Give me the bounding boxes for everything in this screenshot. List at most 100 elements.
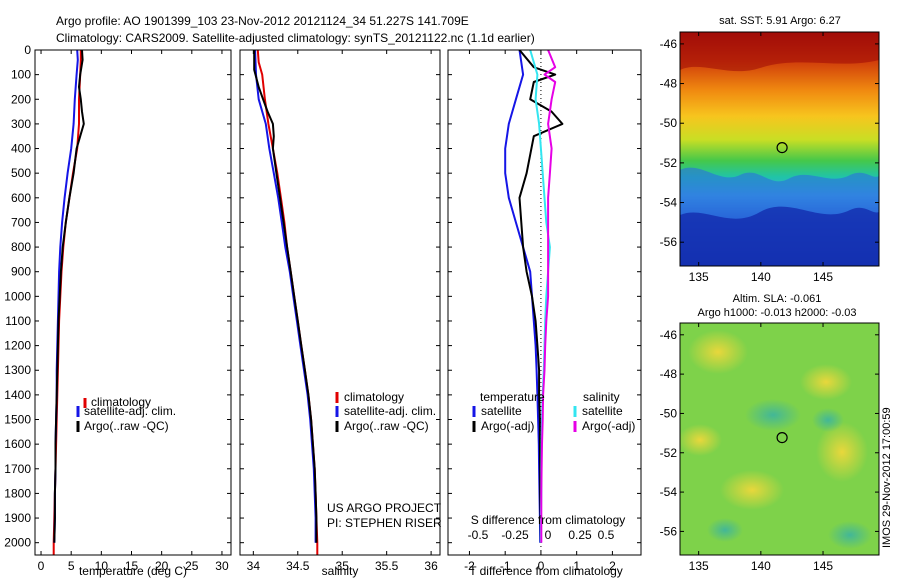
difference-panel: -2 -1 0 1 2 T difference from climatology S … <box>447 49 642 578</box>
s-tick-label: 0 <box>545 528 552 542</box>
series-line <box>504 50 542 543</box>
legend-label-satellite-adj: satellite-adj. clim. <box>344 404 436 418</box>
legend-label-argo: Argo(..raw -QC) <box>344 419 429 433</box>
temperature-x-axis: 0 5 10 15 20 25 30 <box>38 50 229 573</box>
x-tick-label: 10 <box>95 559 109 573</box>
depth-tick-label: 1800 <box>4 486 31 500</box>
legend-label-t-satellite: satellite <box>481 404 522 418</box>
x-tick-label: 36 <box>424 559 438 573</box>
lat-tick-label: -46 <box>660 37 678 51</box>
depth-tick-label: 500 <box>11 166 31 180</box>
sla-high-anomaly <box>816 422 868 482</box>
temperature-lines <box>52 50 85 555</box>
x-tick-label: 30 <box>215 559 229 573</box>
lat-tick-label: -54 <box>660 485 678 499</box>
sst-map-title: sat. SST: 5.91 Argo: 6.27 <box>719 15 841 27</box>
lat-tick-label: -50 <box>660 406 678 420</box>
difference-axes-frame <box>447 49 642 556</box>
depth-tick-label: 1600 <box>4 437 31 451</box>
x-tick-label: 35.5 <box>375 559 399 573</box>
lat-tick-label: -56 <box>660 524 678 538</box>
legend-label-s-argo: Argo(-adj) <box>582 419 635 433</box>
figure-title-line2: Climatology: CARS2009. Satellite-adjuste… <box>56 31 535 45</box>
difference-depth-ticks <box>448 49 641 544</box>
sla-low-anomaly <box>745 399 801 431</box>
depth-tick-label: 1300 <box>4 363 31 377</box>
lon-tick-label: 145 <box>813 270 833 284</box>
x-tick-label: 20 <box>155 559 169 573</box>
difference-lines <box>504 50 564 543</box>
legend-label-s-satellite: satellite <box>582 404 623 418</box>
salinity-legend: climatology satellite-adj. clim. Argo(..… <box>335 390 436 433</box>
sla-map-title-line2: Argo h1000: -0.013 h2000: -0.03 <box>697 307 856 319</box>
series-line <box>53 50 85 543</box>
s-difference-x-label: S difference from climatology <box>471 513 626 527</box>
series-line <box>53 50 79 543</box>
salinity-lines <box>253 50 319 555</box>
s-tick-label: -0.5 <box>468 528 489 542</box>
x-tick-label: 25 <box>185 559 199 573</box>
sst-map-panel: sat. SST: 5.91 Argo: 6.27 135 140 145 -46 -4… <box>660 15 880 284</box>
lon-tick-label: 135 <box>689 559 709 573</box>
temperature-axes-frame <box>34 49 232 556</box>
difference-legend: temperature salinity satellite Argo(-adj… <box>472 390 635 433</box>
t-difference-x-axis: -2 -1 0 1 2 <box>464 50 616 573</box>
legend-label-t-argo: Argo(-adj) <box>481 419 534 433</box>
lon-tick-label: 145 <box>813 559 833 573</box>
temperature-x-label: temperature (deg C) <box>79 564 187 578</box>
figure-title-line1: Argo profile: AO 1901399_103 23-Nov-2012… <box>56 14 469 28</box>
x-tick-label: 35 <box>336 559 350 573</box>
depth-tick-label: 1900 <box>4 511 31 525</box>
legend-label-satellite-adj: satellite-adj. clim. <box>84 404 176 418</box>
t-difference-x-label: T difference from climatology <box>469 564 623 578</box>
lat-tick-label: -48 <box>660 77 678 91</box>
temperature-legend: climatology satellite-adj. clim. Argo(..… <box>76 395 176 433</box>
depth-tick-label: 1400 <box>4 388 31 402</box>
lat-tick-label: -46 <box>660 328 678 342</box>
salinity-x-axis: 34 34.5 35 35.5 36 <box>247 50 438 573</box>
depth-tick-label: 2000 <box>4 536 31 550</box>
series-line <box>518 50 564 543</box>
series-line <box>254 50 317 543</box>
lon-tick-label: 140 <box>751 559 771 573</box>
x-tick-label: 0 <box>538 559 545 573</box>
salinity-panel: 34 34.5 35 35.5 36 salinity climatology sate… <box>239 49 442 578</box>
sst-map-frame <box>679 31 880 267</box>
depth-tick-label: 1100 <box>5 314 31 328</box>
sla-high-anomaly <box>720 470 784 510</box>
lat-tick-label: -52 <box>660 446 678 460</box>
lat-tick-label: -54 <box>660 196 678 210</box>
s-tick-label: 0.5 <box>598 528 615 542</box>
sst-map-axes: 135 140 145 -46 -48 -50 -52 -54 -56 <box>660 32 879 284</box>
pi-annotation: PI: STEPHEN RISER <box>327 516 442 530</box>
depth-tick-label: 1500 <box>4 413 31 427</box>
sst-coldest-region <box>680 206 879 266</box>
argo-position-marker <box>776 432 788 444</box>
x-tick-label: 34 <box>247 559 261 573</box>
sla-low-anomaly <box>812 408 844 432</box>
s-tick-label: -0.25 <box>501 528 529 542</box>
depth-tick-label: 300 <box>11 117 31 131</box>
salinity-depth-ticks <box>240 49 440 544</box>
lat-tick-label: -48 <box>660 367 678 381</box>
legend-heading-salinity: salinity <box>583 390 620 404</box>
depth-tick-label: 200 <box>11 92 31 106</box>
sla-map-axes: 135 140 145 -46 -48 -50 -52 -54 -56 <box>660 323 879 573</box>
salinity-axes-frame <box>239 49 441 556</box>
x-tick-label: 15 <box>125 559 139 573</box>
temperature-panel: 0100200300400500600700800900100011001200… <box>4 43 232 578</box>
sla-low-anomaly <box>707 518 743 542</box>
lon-tick-label: 140 <box>751 270 771 284</box>
depth-tick-label: 800 <box>11 240 31 254</box>
legend-label-climatology: climatology <box>91 395 151 409</box>
x-tick-label: 1 <box>573 559 580 573</box>
sla-map-title-line1: Altim. SLA: -0.061 <box>733 293 822 305</box>
x-tick-label: 5 <box>68 559 75 573</box>
depth-tick-label: 1200 <box>4 339 31 353</box>
sla-low-anomaly <box>828 521 872 549</box>
legend-heading-temperature: temperature <box>480 390 545 404</box>
depth-tick-label: 600 <box>11 191 31 205</box>
imos-timestamp: IMOS 29-Nov-2012 17:00:59 <box>881 407 893 548</box>
x-tick-label: 34.5 <box>286 559 310 573</box>
